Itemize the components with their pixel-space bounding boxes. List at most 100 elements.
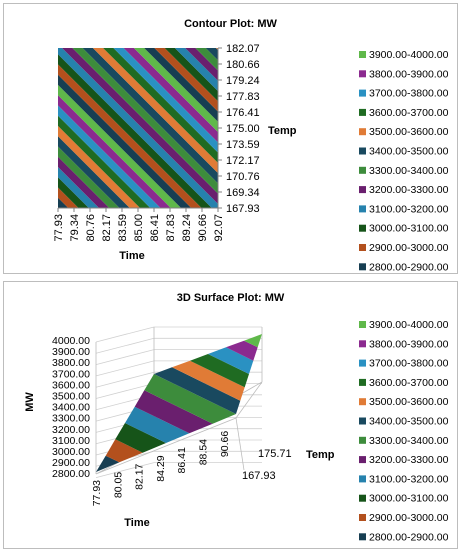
- contour-band: [174, 48, 218, 92]
- contour-legend-swatch: [359, 51, 366, 58]
- contour-y-axis-title: Temp: [268, 125, 297, 137]
- contour-legend-swatch: [359, 224, 366, 232]
- surface-legend-label: 3800.00-3900.00: [369, 338, 449, 350]
- surface-legend-swatch: [359, 533, 366, 541]
- contour-y-tick-label: 175.00: [226, 123, 260, 135]
- surface-legend-swatch: [359, 475, 366, 483]
- contour-legend-label: 3900.00-4000.00: [369, 49, 449, 61]
- surface-x-tick-label: 88.54: [198, 439, 210, 465]
- contour-x-tick-label: 87.83: [165, 214, 177, 242]
- surface-x-tick-label: 82.17: [134, 463, 146, 489]
- contour-x-tick-label: 86.41: [149, 214, 161, 242]
- contour-legend-label: 3300.00-3400.00: [369, 165, 449, 177]
- surface-legend-swatch: [359, 514, 366, 521]
- contour-band: [103, 48, 218, 163]
- surface-legend-label: 3600.00-3700.00: [369, 377, 449, 389]
- contour-band: [58, 64, 202, 209]
- surface-wall-gridline: [95, 462, 155, 478]
- contour-chart: 182.07 180.66 179.24 177.83 176.41 175.00 173.…: [53, 43, 449, 273]
- contour-band: [133, 48, 218, 133]
- contour-legend-label: 2900.00-3000.00: [369, 242, 449, 254]
- contour-y-tick-label: 180.66: [226, 59, 260, 71]
- contour-chart-panel: Contour Plot: MW 182.07 180.66 179.24 177.8…: [3, 3, 458, 274]
- contour-band: [195, 48, 218, 71]
- contour-y-tick-label: 176.41: [226, 107, 260, 119]
- surface-x-tick-label: 90.66: [219, 431, 231, 457]
- surface-legend-swatch: [359, 494, 366, 502]
- surface-wall-gridline: [95, 349, 155, 365]
- contour-band: [205, 48, 218, 61]
- surface-band: [96, 455, 120, 472]
- surface-legend-swatch: [359, 359, 366, 367]
- surface-wall-gridline: [95, 371, 155, 388]
- contour-x-tick-label: 92.07: [213, 214, 225, 242]
- surface-legend-label: 2800.00-2900.00: [369, 531, 449, 543]
- surface-band: [190, 354, 249, 388]
- surface-x-tick-label: 80.05: [112, 472, 124, 498]
- contour-chart-title: Contour Plot: MW: [184, 18, 277, 30]
- contour-band: [123, 48, 218, 143]
- contour-band: [185, 48, 218, 81]
- contour-legend-label: 3400.00-3500.00: [369, 146, 449, 158]
- surface-wall-gridline: [95, 360, 155, 377]
- surface-band: [172, 360, 245, 401]
- contour-legend-label: 2800.00-2900.00: [369, 261, 449, 273]
- surface-z-tick-label: 3100.00: [52, 435, 90, 447]
- contour-band: [58, 48, 218, 208]
- surface-z-tick-label: 2900.00: [52, 457, 90, 469]
- contour-legend-swatch: [359, 108, 366, 116]
- contour-legend-label: 3700.00-3800.00: [369, 88, 449, 100]
- contour-x-tick-label: 80.76: [85, 214, 97, 242]
- surface-band: [144, 374, 236, 424]
- surface-legend-swatch: [359, 378, 366, 386]
- surface-y-tick-label: 175.71: [258, 448, 292, 460]
- surface-z-tick-label: 3900.00: [52, 346, 90, 358]
- surface-band: [105, 439, 143, 463]
- contour-band: [72, 48, 219, 194]
- contour-legend-label: 3200.00-3300.00: [369, 184, 449, 196]
- contour-y-tick-label: 170.76: [226, 171, 260, 183]
- surface-z-tick-label: 3700.00: [52, 368, 90, 380]
- contour-legend-label: 3500.00-3600.00: [369, 126, 449, 138]
- surface-wall-gridline: [95, 326, 155, 343]
- contour-band: [58, 197, 69, 208]
- contour-legend-swatch: [359, 128, 366, 136]
- contour-legend-swatch: [359, 147, 366, 155]
- surface-x-tick-label: 77.93: [91, 480, 103, 506]
- contour-y-tick-label: 177.83: [226, 91, 260, 103]
- surface-legend-label: 3200.00-3300.00: [369, 454, 449, 466]
- contour-x-tick-label: 82.17: [101, 214, 113, 242]
- contour-legend-label: 3000.00-3100.00: [369, 223, 449, 235]
- surface-legend-label: 2900.00-3000.00: [369, 512, 449, 524]
- surface-legend-label: 3900.00-4000.00: [369, 319, 449, 331]
- surface-z-tick-label: 3300.00: [52, 413, 90, 425]
- contour-legend-swatch: [359, 166, 366, 174]
- surface-wall-gridline: [95, 383, 155, 399]
- surface-band: [115, 423, 166, 453]
- surface-legend-swatch: [359, 321, 366, 328]
- surface-z-tick-label: 3500.00: [52, 391, 90, 403]
- contour-y-tick-label: 172.17: [226, 155, 260, 167]
- contour-y-tick-label: 167.93: [226, 203, 260, 215]
- surface-z-tick-label: 3400.00: [52, 402, 90, 414]
- contour-y-tick-label: 173.59: [226, 139, 260, 151]
- contour-x-tick-label: 90.66: [197, 214, 209, 242]
- surface-band: [226, 340, 258, 361]
- contour-x-tick-label: 77.93: [53, 214, 65, 242]
- contour-x-tick-label: 89.24: [181, 214, 193, 242]
- contour-x-tick-label: 85.00: [133, 214, 145, 242]
- surface-legend-label: 3400.00-3500.00: [369, 416, 449, 428]
- surface-chart: 4000.003900.003800.003700.003600.003500.…: [24, 319, 449, 543]
- surface-z-tick-label: 3800.00: [52, 357, 90, 369]
- contour-legend-swatch: [359, 70, 366, 78]
- surface-legend-swatch: [359, 340, 366, 348]
- surface-z-tick-label: 3000.00: [52, 446, 90, 458]
- surface-legend-label: 3100.00-3200.00: [369, 473, 449, 485]
- contour-x-axis-title: Time: [119, 250, 144, 262]
- surface-z-tick-label: 2800.00: [52, 468, 90, 480]
- contour-band: [82, 48, 218, 184]
- contour-band: [62, 48, 218, 204]
- surface-legend-label: 3500.00-3600.00: [369, 396, 449, 408]
- surface-z-tick-label: 3200.00: [52, 424, 90, 436]
- contour-band: [92, 48, 218, 174]
